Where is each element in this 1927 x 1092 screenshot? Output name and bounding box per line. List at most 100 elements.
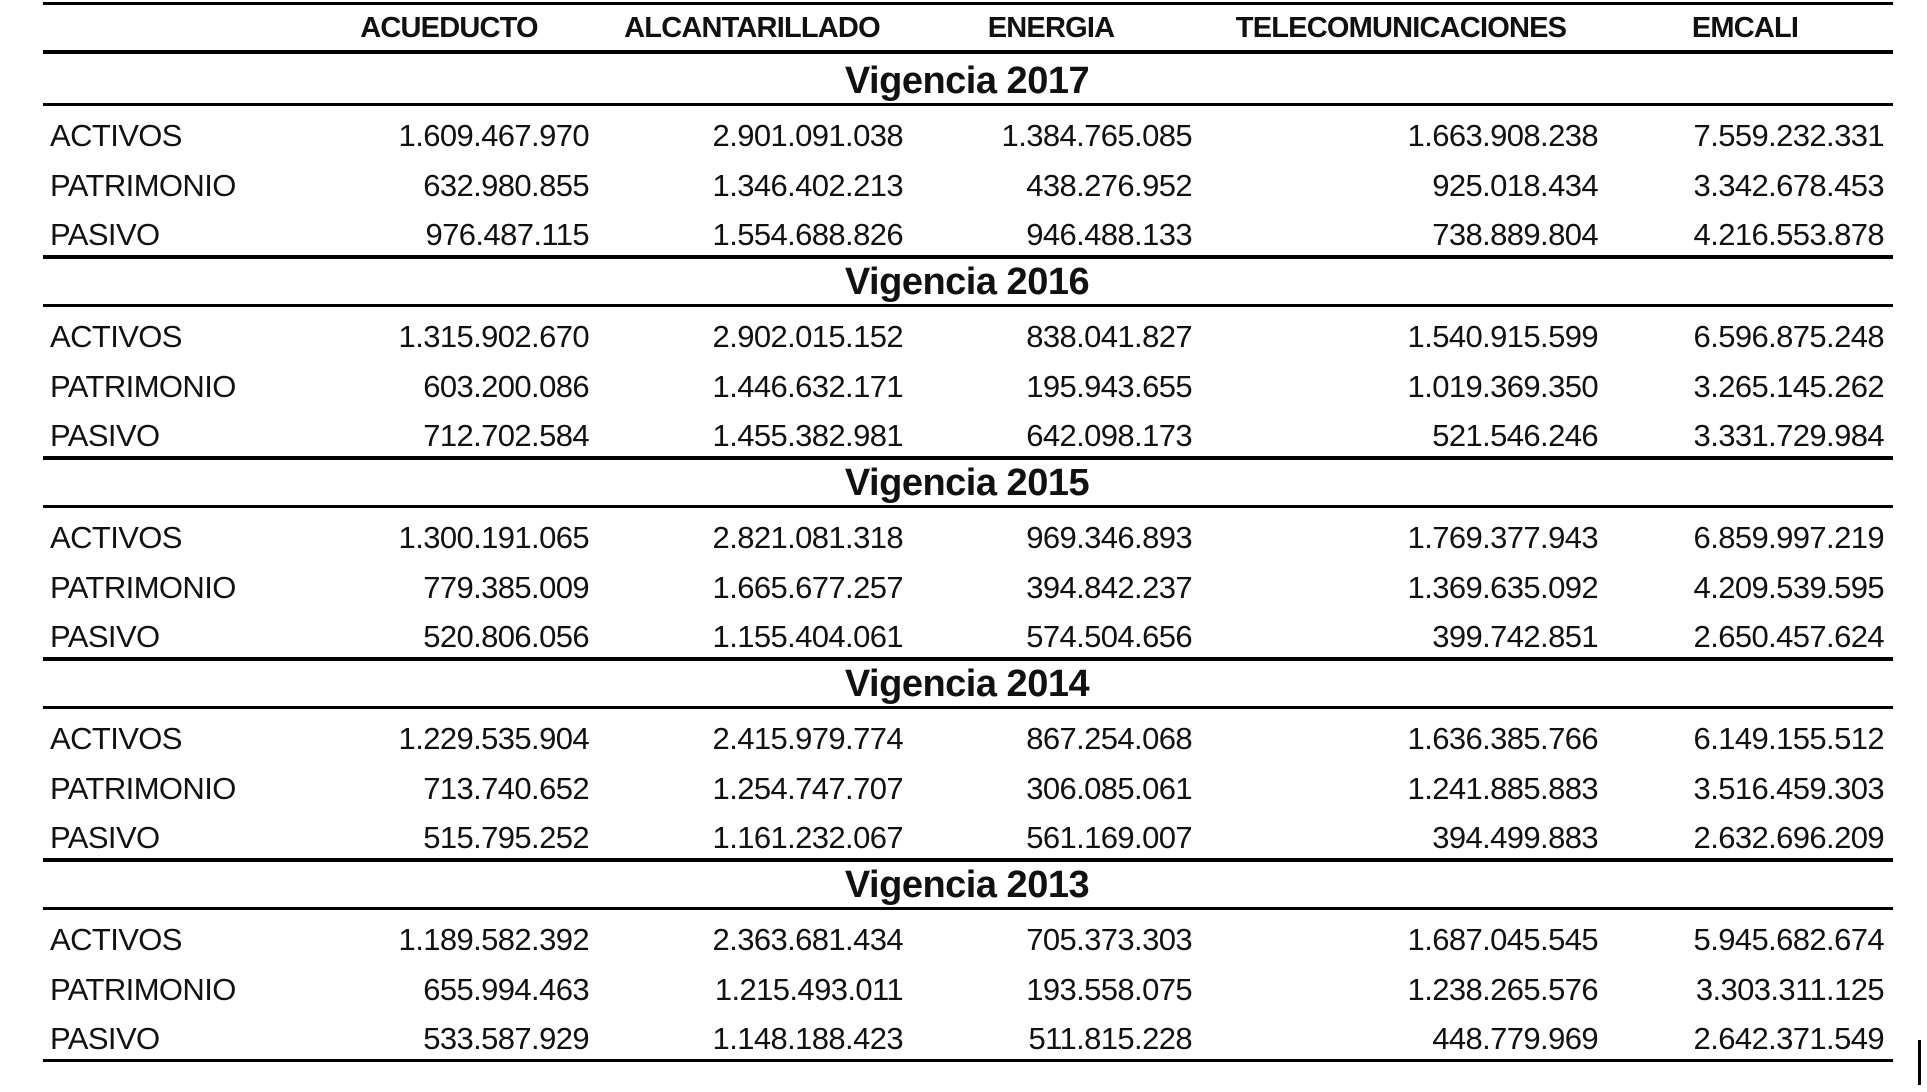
section-title: Vigencia 2015 <box>844 462 1090 504</box>
row-label: ACTIVOS <box>50 721 182 756</box>
cell-value: 3.342.678.453 <box>1693 167 1885 203</box>
section-title: Vigencia 2013 <box>844 864 1090 906</box>
row-label: PATRIMONIO <box>50 569 236 605</box>
cell-value: 1.769.377.943 <box>1407 520 1599 555</box>
cell-value: 838.041.827 <box>1026 319 1192 354</box>
cell-value: 1.609.467.970 <box>398 118 590 153</box>
row-label: PASIVO <box>50 820 160 855</box>
cell-value: 448.779.969 <box>1432 1021 1598 1056</box>
cell-value: 533.587.929 <box>423 1021 589 1056</box>
row-label: PASIVO <box>50 619 160 654</box>
section-rule <box>43 304 1893 307</box>
header-rule <box>43 50 1893 54</box>
cell-value: 1.254.747.707 <box>712 770 904 806</box>
row-label: PATRIMONIO <box>50 167 236 203</box>
cell-value: 1.665.677.257 <box>712 569 904 605</box>
cell-value: 1.238.265.576 <box>1407 971 1599 1007</box>
cell-value: 1.315.902.670 <box>398 319 590 354</box>
cell-value: 3.331.729.984 <box>1693 418 1885 453</box>
cell-value: 2.632.696.209 <box>1693 820 1885 855</box>
cell-value: 2.821.081.318 <box>712 520 904 555</box>
section-rule <box>43 706 1893 709</box>
cell-value: 4.216.553.878 <box>1693 217 1885 252</box>
cell-value: 867.254.068 <box>1026 721 1192 756</box>
section-bottom-rule <box>43 1059 1893 1062</box>
cell-value: 521.546.246 <box>1432 418 1598 453</box>
row-label: PASIVO <box>50 418 160 453</box>
cell-value: 561.169.007 <box>1026 820 1192 855</box>
cell-value: 946.488.133 <box>1026 217 1192 252</box>
cell-value: 3.265.145.262 <box>1693 368 1885 404</box>
cell-value: 520.806.056 <box>423 619 589 654</box>
cell-value: 2.902.015.152 <box>712 319 904 354</box>
column-header: ALCANTARILLADO <box>624 12 880 44</box>
cell-value: 1.446.632.171 <box>712 368 904 404</box>
cell-value: 5.945.682.674 <box>1693 922 1885 957</box>
cell-value: 712.702.584 <box>423 418 589 453</box>
cell-value: 3.516.459.303 <box>1693 770 1885 806</box>
section-bottom-rule <box>43 858 1893 862</box>
column-header: TELECOMUNICACIONES <box>1235 12 1567 44</box>
cell-value: 1.369.635.092 <box>1407 569 1599 605</box>
cell-value: 1.455.382.981 <box>712 418 904 453</box>
cell-value: 1.161.232.067 <box>712 820 904 855</box>
cell-value: 738.889.804 <box>1432 217 1598 252</box>
row-label: ACTIVOS <box>50 319 182 354</box>
cell-value: 1.554.688.826 <box>712 217 904 252</box>
cell-value: 655.994.463 <box>423 971 589 1007</box>
row-label: PASIVO <box>50 1021 160 1056</box>
row-label: ACTIVOS <box>50 922 182 957</box>
cell-value: 1.636.385.766 <box>1407 721 1599 756</box>
cell-value: 4.209.539.595 <box>1693 569 1885 605</box>
cell-value: 6.596.875.248 <box>1693 319 1885 354</box>
row-label: PASIVO <box>50 217 160 252</box>
cell-value: 193.558.075 <box>1026 971 1192 1007</box>
cell-value: 1.019.369.350 <box>1407 368 1599 404</box>
cell-value: 1.189.582.392 <box>398 922 590 957</box>
cell-value: 713.740.652 <box>423 770 589 806</box>
row-label: ACTIVOS <box>50 520 182 555</box>
cell-value: 1.384.765.085 <box>1001 118 1193 153</box>
cell-value: 195.943.655 <box>1026 368 1192 404</box>
section-rule <box>43 907 1893 910</box>
cell-value: 1.148.188.423 <box>712 1021 904 1056</box>
section-rule <box>43 103 1893 106</box>
cell-value: 7.559.232.331 <box>1693 118 1885 153</box>
section-bottom-rule <box>43 456 1893 460</box>
cell-value: 438.276.952 <box>1026 167 1192 203</box>
cell-value: 394.842.237 <box>1026 569 1192 605</box>
cell-value: 1.229.535.904 <box>398 721 590 756</box>
cell-value: 2.363.681.434 <box>712 922 904 957</box>
cell-value: 1.663.908.238 <box>1407 118 1599 153</box>
row-label: PATRIMONIO <box>50 368 236 404</box>
cell-value: 1.300.191.065 <box>398 520 590 555</box>
section-rule <box>43 505 1893 508</box>
cell-value: 632.980.855 <box>423 167 589 203</box>
section-title: Vigencia 2017 <box>844 60 1090 102</box>
row-label: PATRIMONIO <box>50 971 236 1007</box>
cell-value: 969.346.893 <box>1026 520 1192 555</box>
cell-value: 3.303.311.125 <box>1695 971 1885 1007</box>
section-title: Vigencia 2014 <box>844 663 1090 705</box>
scan-edge-mark <box>1918 1040 1921 1085</box>
row-label: ACTIVOS <box>50 118 182 153</box>
cell-value: 1.215.493.011 <box>714 971 904 1007</box>
column-header: ENERGIA <box>987 12 1115 44</box>
cell-value: 574.504.656 <box>1026 619 1192 654</box>
column-header: ACUEDUCTO <box>360 12 538 44</box>
cell-value: 1.155.404.061 <box>712 619 904 654</box>
cell-value: 1.346.402.213 <box>712 167 904 203</box>
cell-value: 6.859.997.219 <box>1693 520 1885 555</box>
cell-value: 779.385.009 <box>423 569 589 605</box>
column-header: EMCALI <box>1691 12 1799 44</box>
cell-value: 2.642.371.549 <box>1693 1021 1885 1056</box>
cell-value: 705.373.303 <box>1026 922 1192 957</box>
cell-value: 1.687.045.545 <box>1407 922 1599 957</box>
section-bottom-rule <box>43 657 1893 661</box>
top-rule <box>43 2 1893 5</box>
section-title: Vigencia 2016 <box>844 261 1090 303</box>
cell-value: 511.815.228 <box>1028 1021 1193 1056</box>
cell-value: 6.149.155.512 <box>1693 721 1885 756</box>
cell-value: 925.018.434 <box>1432 167 1598 203</box>
cell-value: 2.650.457.624 <box>1693 619 1885 654</box>
